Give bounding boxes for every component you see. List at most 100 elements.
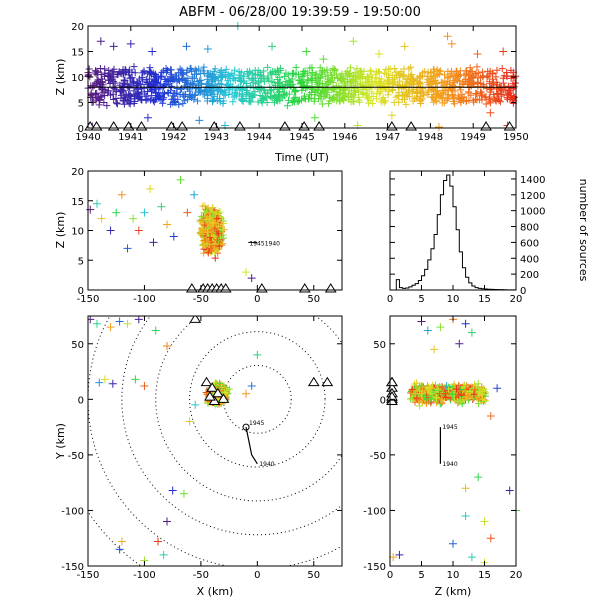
time-height-station (135, 121, 148, 131)
plan-view-outlier (140, 382, 149, 390)
time-height-source (440, 99, 448, 107)
xz-source (199, 231, 207, 239)
xz-source (210, 240, 218, 248)
time-height-source (423, 73, 431, 81)
yz-outlier (467, 328, 476, 337)
range-ring (88, 510, 143, 566)
xz-outlier (169, 232, 178, 241)
plan-view-y-tick-label: -150 (61, 562, 84, 573)
time-height-sources (84, 22, 520, 131)
time-height-source (419, 69, 427, 77)
time-height-source (270, 99, 278, 107)
time-height-source (504, 82, 512, 90)
xz-outlier (86, 205, 95, 214)
time-height-source (364, 77, 372, 85)
time-height-source (348, 92, 356, 100)
time-height-y-tick-label: 0 (78, 124, 84, 135)
time-height-source (220, 97, 228, 105)
yz-outlier (395, 550, 404, 559)
plan-view-outlier (95, 378, 104, 387)
time-height-x-tick-label: 1947 (375, 132, 400, 143)
yz-track-label: 1940 (442, 461, 457, 468)
xz-x-tick-label: -100 (133, 294, 156, 305)
time-height-source (101, 72, 109, 80)
time-height-source (238, 94, 246, 102)
yz-source (413, 379, 421, 387)
time-height-source (112, 88, 120, 96)
time-height-source (327, 94, 335, 102)
plan-view-station (217, 393, 230, 403)
time-height-source (472, 69, 480, 77)
time-height-source (275, 89, 283, 97)
plan-view-outlier (191, 400, 200, 409)
xz-source (214, 230, 222, 238)
time-height-source (314, 86, 322, 94)
yz-source (450, 380, 458, 388)
plan-view-outlier (106, 323, 115, 332)
time-height-source (138, 73, 146, 81)
time-height-source (316, 74, 324, 82)
xz-source (203, 220, 211, 228)
time-height-source (132, 90, 140, 98)
time-height-source (332, 82, 340, 90)
time-height-source (419, 89, 427, 97)
time-height-source (330, 66, 338, 74)
time-height-source (327, 77, 335, 85)
yz-outlier (505, 486, 514, 495)
time-height-source (292, 87, 300, 95)
xz-source (206, 234, 214, 242)
plan-view-source (213, 382, 221, 390)
time-height-source (433, 66, 441, 74)
xz-station (324, 283, 337, 293)
time-height-source (444, 67, 452, 75)
plan-view-station (200, 376, 213, 387)
xz-outlier (183, 208, 192, 217)
time-height-outlier (400, 42, 409, 51)
plan-view-outlier (253, 350, 262, 359)
time-height-source (210, 92, 218, 100)
xz-source (206, 215, 214, 223)
time-height-source (437, 67, 445, 75)
time-height-source (304, 69, 312, 77)
xz-x-tick-label: 50 (307, 294, 320, 305)
time-height-source (446, 72, 454, 80)
xz-outlier (190, 190, 199, 199)
time-height-source (503, 72, 511, 80)
time-height-source (457, 97, 465, 105)
time-height-source (323, 88, 331, 96)
xz-sources: 19451940 (86, 175, 337, 293)
time-height-source (149, 97, 157, 105)
xz-source (216, 208, 224, 216)
range-ring (88, 316, 342, 566)
histogram-y-tick-label: 1000 (520, 207, 545, 218)
time-height-source (389, 79, 397, 87)
time-height-x-tick-label: 1944 (246, 132, 271, 143)
time-height-source (324, 100, 332, 108)
time-height-source (449, 71, 457, 79)
time-height-source (258, 96, 266, 104)
time-height-source (273, 66, 281, 74)
time-height-source (197, 69, 205, 77)
time-height-source (385, 65, 393, 73)
time-height-source (347, 64, 355, 72)
time-height-source (395, 98, 403, 106)
plan-view-outlier (153, 537, 162, 546)
time-height-source (372, 95, 380, 103)
time-height-source (254, 70, 262, 78)
time-height-source (216, 94, 224, 102)
time-height-source (280, 92, 288, 100)
time-height-source (170, 89, 178, 97)
time-height-source (111, 79, 119, 87)
time-height-source (191, 66, 199, 74)
xz-outlier (157, 202, 166, 211)
time-height-source (94, 68, 102, 76)
time-height-source (198, 80, 206, 88)
time-height-source (307, 76, 315, 84)
time-height-source (487, 88, 495, 96)
time-height-source (249, 79, 257, 87)
plan-view-x-tick-label: -100 (133, 570, 156, 581)
time-height-source (222, 65, 230, 73)
time-height-source (160, 94, 168, 102)
time-height-source (181, 90, 189, 98)
yz-source (408, 385, 416, 393)
